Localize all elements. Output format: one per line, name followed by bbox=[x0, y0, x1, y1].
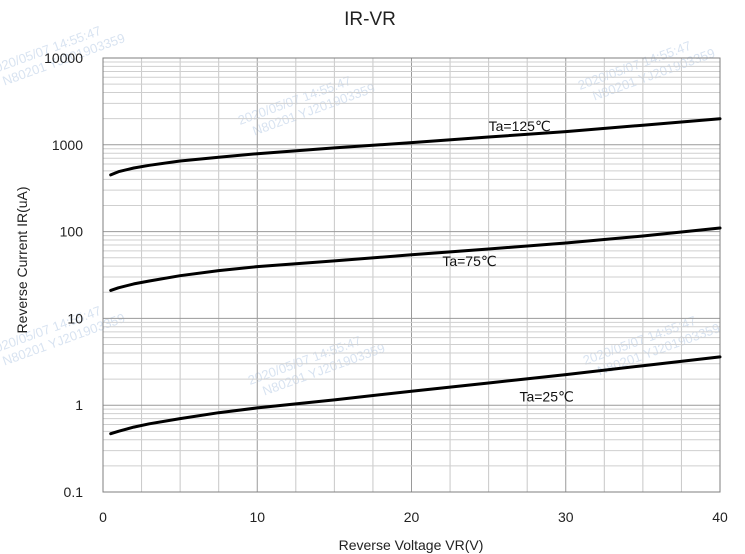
series-line bbox=[109, 117, 722, 177]
x-tick-label: 40 bbox=[712, 509, 728, 525]
series-label: Ta=25℃ bbox=[519, 389, 573, 405]
plot-frame bbox=[102, 57, 721, 493]
y-tick-label: 1000 bbox=[52, 137, 83, 153]
series-label: Ta=75℃ bbox=[442, 253, 496, 269]
y-tick-label: 10 bbox=[67, 310, 83, 326]
y-tick-label: 0.1 bbox=[64, 484, 84, 500]
x-tick-label: 20 bbox=[404, 509, 420, 525]
series-line bbox=[109, 226, 722, 292]
chart-title: IR-VR bbox=[344, 9, 396, 30]
y-tick-labels: 0.1 1 10 100 1000 10000 bbox=[44, 50, 83, 500]
series-layer: Ta=125℃ Ta=75℃ Ta=25℃ bbox=[109, 117, 722, 436]
y-tick-label: 10000 bbox=[44, 50, 83, 66]
x-tick-labels: 0 10 20 30 40 bbox=[99, 509, 728, 525]
x-axis-label: Reverse Voltage VR(V) bbox=[339, 537, 484, 553]
series-line bbox=[109, 355, 722, 436]
x-tick-label: 30 bbox=[558, 509, 574, 525]
series-label: Ta=125℃ bbox=[489, 118, 551, 134]
y-tick-label: 1 bbox=[75, 397, 83, 413]
x-tick-label: 10 bbox=[249, 509, 265, 525]
x-tick-label: 0 bbox=[99, 509, 107, 525]
y-tick-label: 100 bbox=[60, 224, 84, 240]
y-axis-label: Reverse Current IR(uA) bbox=[14, 186, 30, 333]
